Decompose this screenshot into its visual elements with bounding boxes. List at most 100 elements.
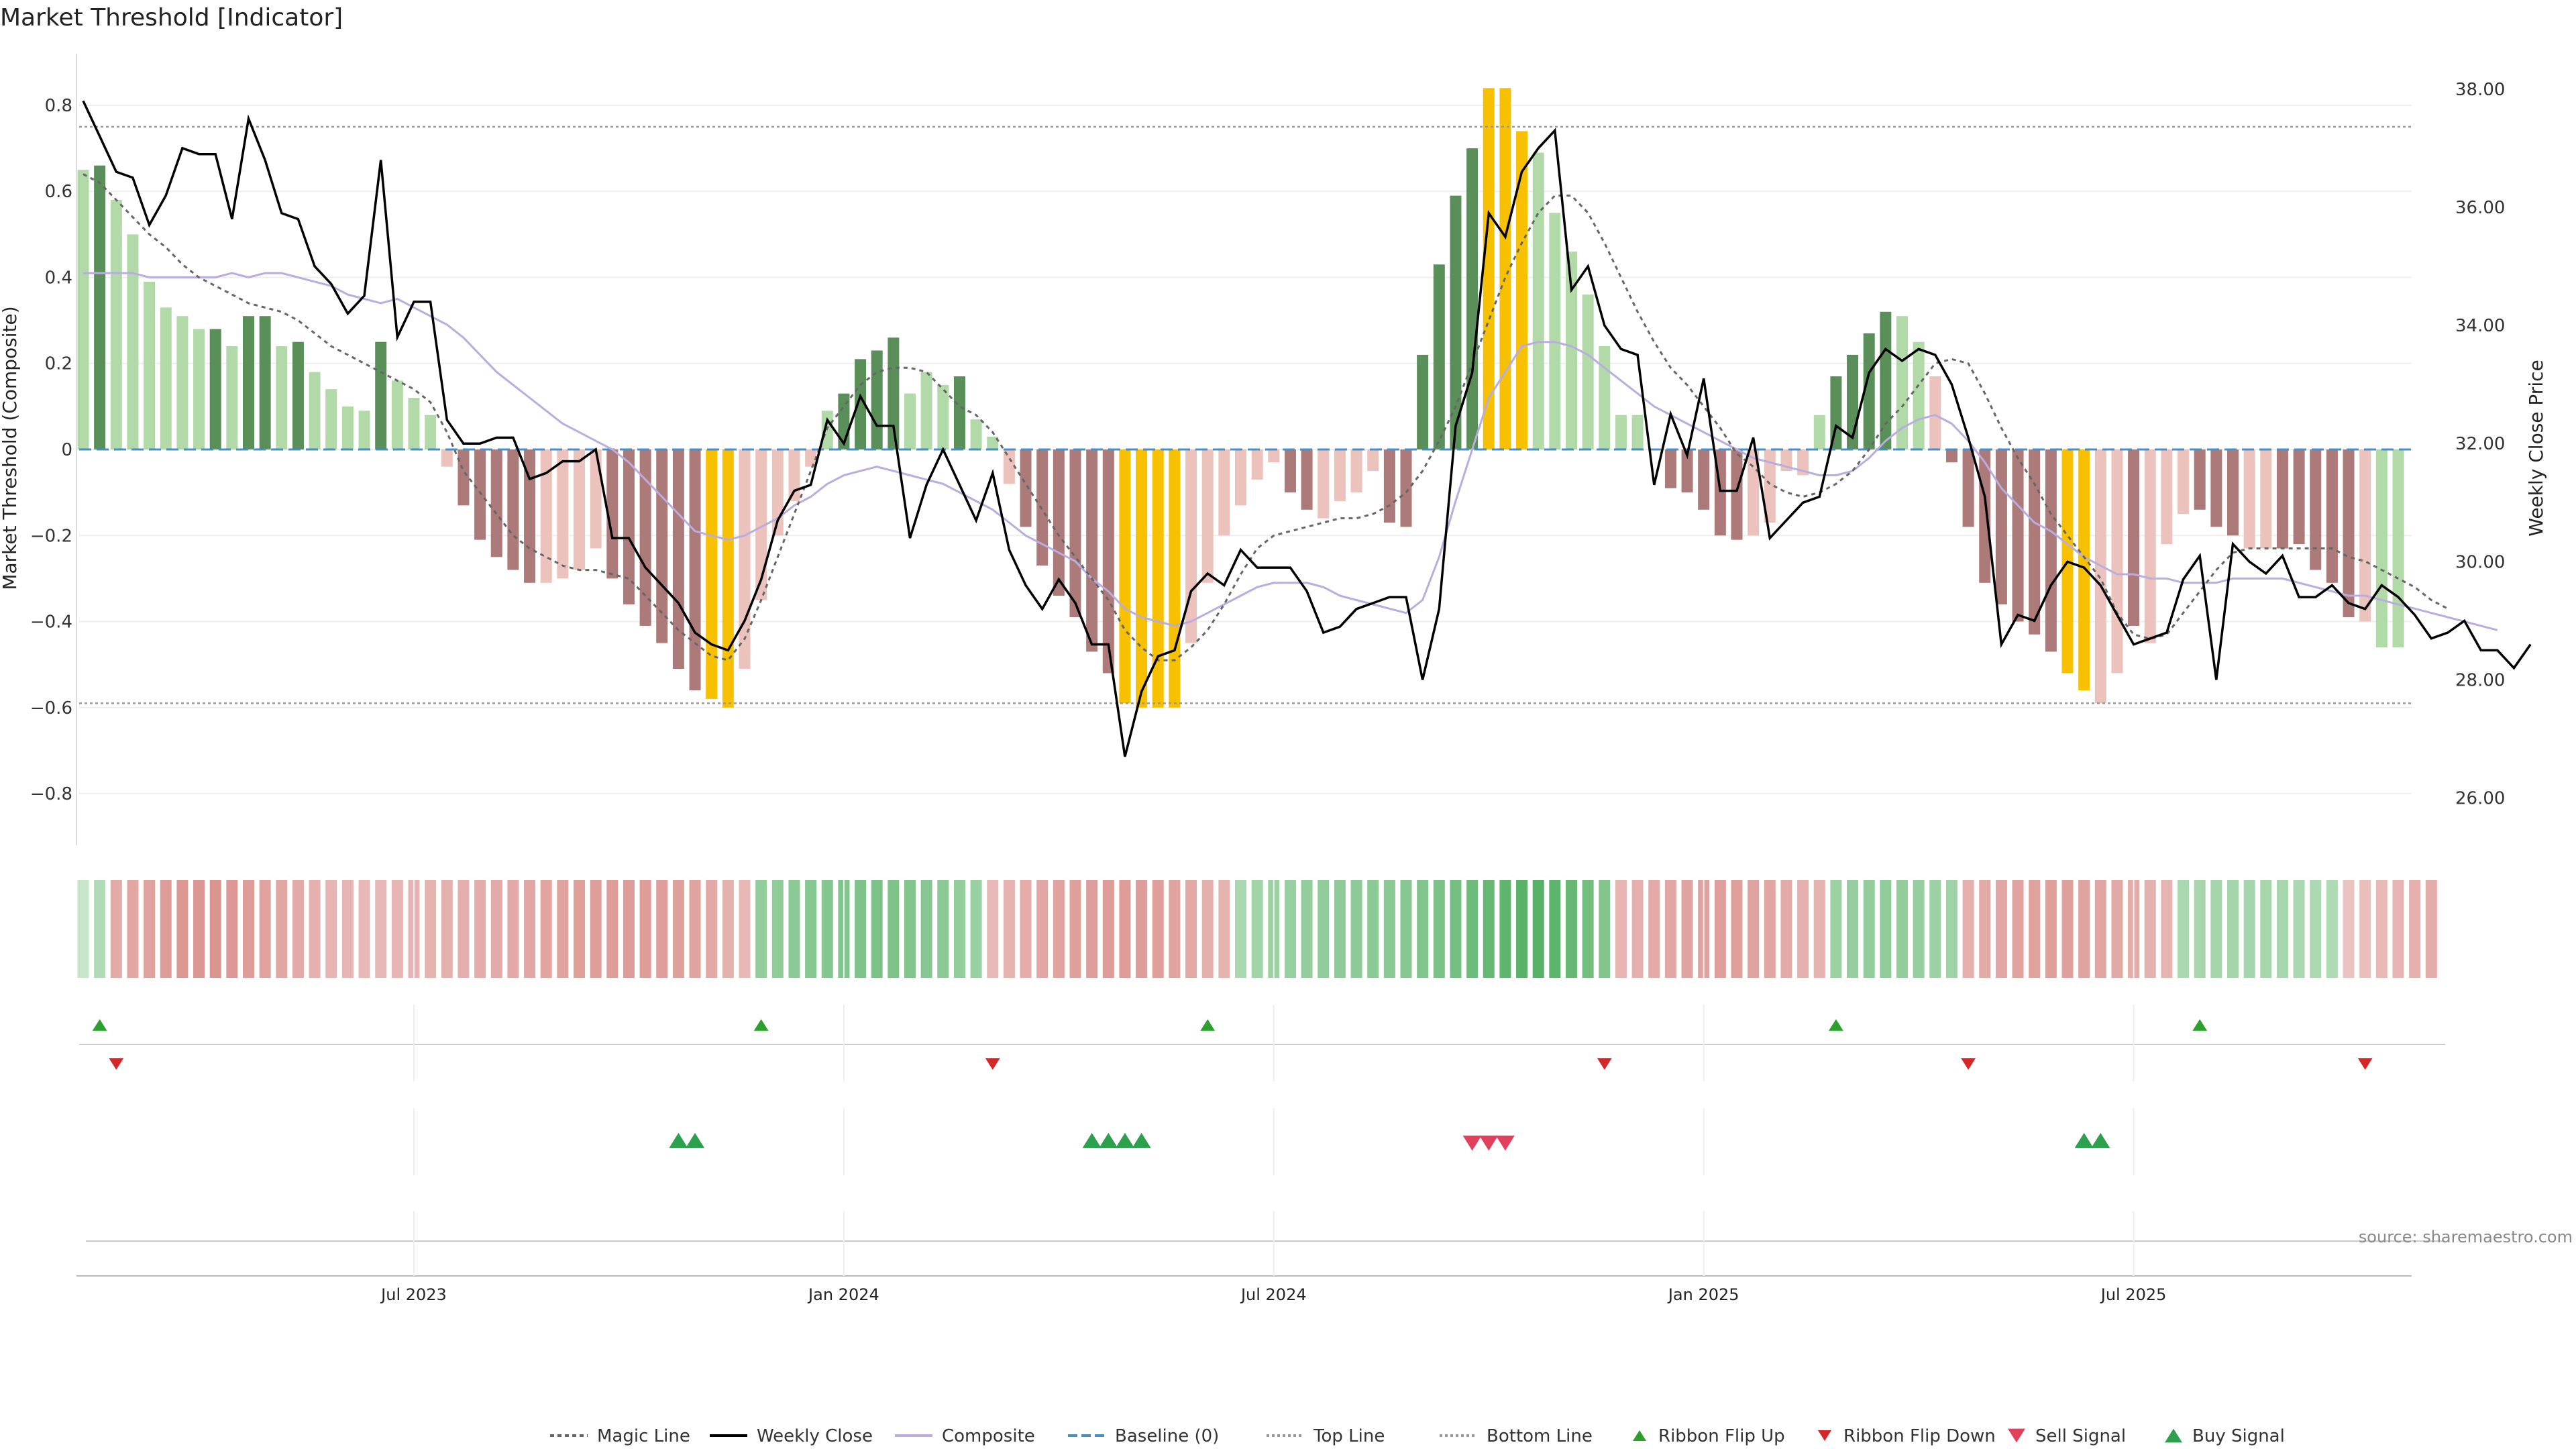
composite-bar bbox=[1086, 449, 1098, 652]
ribbon-segment bbox=[1102, 880, 1114, 978]
ribbon-segment bbox=[209, 880, 221, 978]
ribbon-segment bbox=[904, 880, 916, 978]
composite-bar bbox=[77, 170, 89, 450]
ribbon-segment bbox=[1136, 880, 1148, 978]
ribbon-segment bbox=[970, 880, 982, 978]
y2-tick-label: 34.00 bbox=[2455, 316, 2505, 336]
ribbon-segment bbox=[606, 880, 619, 978]
ribbon-segment bbox=[2061, 880, 2074, 978]
composite-bar bbox=[1615, 415, 1627, 449]
y-tick-label: 0.4 bbox=[45, 268, 72, 288]
composite-bar bbox=[2227, 449, 2239, 536]
composite-bar bbox=[2392, 449, 2404, 647]
ribbon-segment bbox=[1863, 880, 1875, 978]
ribbon-segment bbox=[1929, 880, 1941, 978]
ribbon-segment bbox=[2227, 880, 2239, 978]
ribbon-segment bbox=[1631, 880, 1644, 978]
composite-bar bbox=[1516, 131, 1528, 449]
y-tick-label: −0.2 bbox=[30, 526, 72, 546]
ribbon-segment bbox=[1648, 880, 1660, 978]
composite-bar bbox=[2243, 449, 2255, 549]
y2-tick-label: 28.00 bbox=[2455, 670, 2505, 690]
ribbon-segment bbox=[739, 880, 751, 978]
composite-bar bbox=[425, 415, 437, 449]
composite-bar bbox=[2012, 449, 2024, 622]
ribbon-segment bbox=[358, 880, 370, 978]
composite-bar bbox=[1995, 449, 2007, 604]
composite-bar bbox=[871, 350, 883, 449]
weekly-close-line bbox=[82, 100, 2532, 757]
ribbon-segment bbox=[639, 880, 651, 978]
composite-bar bbox=[292, 341, 304, 449]
composite-bar bbox=[94, 165, 106, 449]
ribbon-segment bbox=[193, 880, 205, 978]
ribbon-segment bbox=[656, 880, 668, 978]
composite-bar bbox=[2326, 449, 2338, 583]
ribbon-segment bbox=[1913, 880, 1925, 978]
composite-bar bbox=[2045, 449, 2057, 652]
ribbon-segment bbox=[2375, 880, 2387, 978]
composite-bar bbox=[1880, 311, 1892, 449]
composite-bar bbox=[1962, 449, 1974, 527]
composite-bar bbox=[1433, 264, 1445, 449]
y-tick-label: 0.8 bbox=[45, 96, 72, 116]
ribbon-flip-markers bbox=[79, 1019, 2445, 1070]
legend: Magic Line Weekly Close Composite Baseline … bbox=[550, 1426, 2285, 1446]
ribbon-segment bbox=[1218, 880, 1230, 978]
composite-bar bbox=[2260, 449, 2272, 549]
x-tick-label: Jan 2024 bbox=[807, 1285, 879, 1304]
ribbon-segment bbox=[94, 880, 106, 978]
ribbon-segment bbox=[2029, 880, 2041, 978]
composite-bar bbox=[1466, 148, 1479, 449]
composite-bar bbox=[2128, 449, 2140, 626]
composite-bar bbox=[127, 234, 139, 449]
ribbon-segment bbox=[160, 880, 172, 978]
ribbon-segment bbox=[1566, 880, 1577, 978]
ribbon-segment bbox=[574, 880, 585, 978]
legend-label: Buy Signal bbox=[2192, 1426, 2285, 1446]
ribbon-segment bbox=[2210, 880, 2222, 978]
composite-bar bbox=[490, 449, 502, 557]
composite-bar bbox=[1499, 88, 1511, 450]
composite-bar bbox=[2359, 449, 2371, 622]
ribbon-segment bbox=[375, 880, 387, 978]
ribbon-segment bbox=[2045, 880, 2057, 978]
ribbon-flip-up-marker bbox=[1200, 1019, 1216, 1031]
ribbon-segment bbox=[2078, 880, 2090, 978]
composite-bar bbox=[1599, 346, 1611, 449]
composite-bar bbox=[656, 449, 668, 643]
y-tick-label: −0.6 bbox=[30, 698, 72, 718]
ribbon-segment bbox=[1830, 880, 1842, 978]
ribbon-segment bbox=[1764, 880, 1776, 978]
ribbon-segment bbox=[920, 880, 932, 978]
ribbon-segment bbox=[1466, 880, 1479, 978]
composite-bar bbox=[1863, 333, 1875, 449]
ribbon-segment bbox=[292, 880, 304, 978]
buy-signal-marker bbox=[2074, 1132, 2094, 1148]
ribbon-segment bbox=[127, 880, 139, 978]
composite-bar bbox=[1185, 449, 1197, 643]
composite-bar bbox=[176, 316, 189, 449]
composite-bar bbox=[1053, 449, 1065, 596]
composite-bar bbox=[937, 384, 949, 449]
ribbon-segment bbox=[2425, 880, 2437, 978]
ribbon-segment bbox=[821, 880, 833, 978]
composite-bar bbox=[1268, 449, 1280, 463]
ribbon-segment bbox=[391, 880, 403, 978]
composite-bar bbox=[1731, 449, 1743, 540]
ribbon-flip-down-marker bbox=[1597, 1058, 1612, 1070]
composite-bar bbox=[2375, 449, 2387, 647]
ribbon-segment bbox=[2293, 880, 2305, 978]
legend-label: Bottom Line bbox=[1487, 1426, 1593, 1446]
composite-bar bbox=[2210, 449, 2222, 527]
composite-bar bbox=[904, 393, 916, 449]
composite-bar bbox=[441, 449, 453, 467]
composite-bar bbox=[1830, 376, 1842, 449]
ribbon-segment bbox=[276, 880, 288, 978]
magic-line bbox=[83, 173, 2449, 661]
ribbon-flip-up-marker bbox=[2192, 1019, 2208, 1031]
composite-bar bbox=[458, 449, 470, 506]
ribbon-flip-up-marker bbox=[92, 1019, 107, 1031]
legend-swatch bbox=[1633, 1430, 1646, 1441]
x-tick-label: Jul 2025 bbox=[2100, 1285, 2167, 1304]
